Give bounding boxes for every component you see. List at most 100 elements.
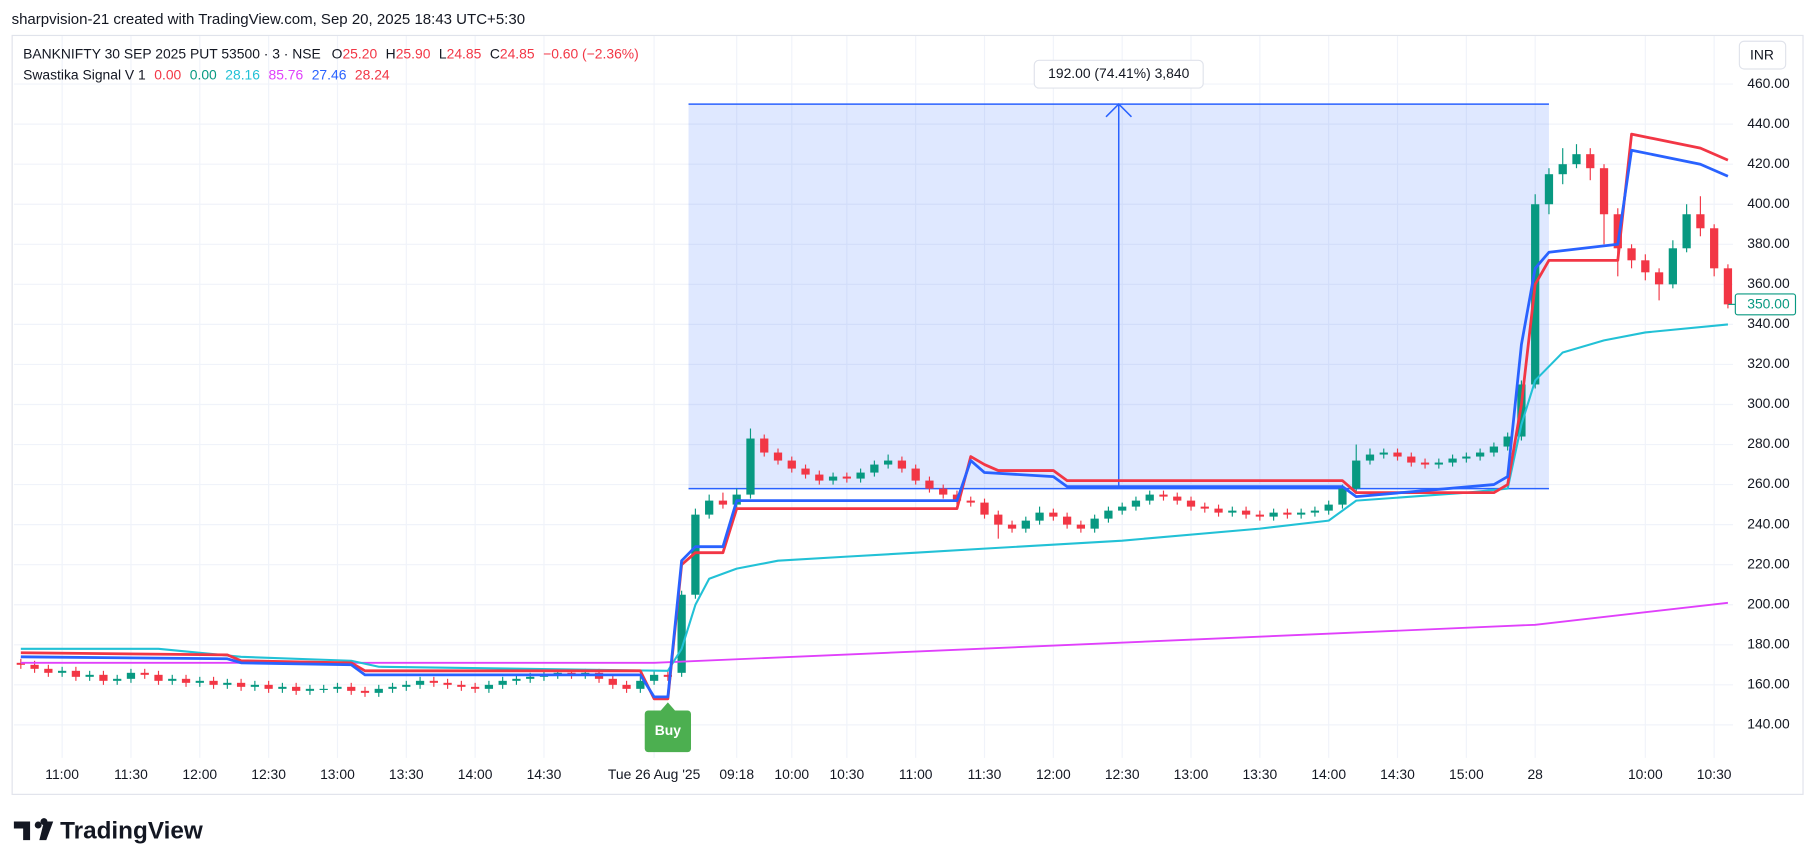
x-tick-label: 13:30 (389, 766, 424, 782)
candle-body (649, 674, 659, 681)
candle-body (154, 674, 163, 681)
candle-body (1434, 462, 1443, 465)
indicator-value: 0.00 (154, 66, 181, 82)
candle-body (608, 678, 617, 685)
candle-body (1544, 174, 1554, 205)
candle-body (636, 680, 645, 689)
candle-body (1118, 506, 1127, 511)
candle-body (1159, 494, 1168, 497)
candle-body (402, 684, 411, 687)
candle-body (347, 686, 356, 691)
candle-body (140, 672, 149, 675)
indicator-value: 85.76 (268, 66, 303, 82)
symbol: BANKNIFTY 30 SEP 2025 PUT 53500 · 3 · NS… (23, 45, 321, 61)
candle-body (828, 476, 838, 481)
indicator-value: 0.00 (190, 66, 217, 82)
measure-label-box (1033, 59, 1204, 89)
indicator-value: 27.46 (312, 66, 347, 82)
x-tick-label: 13:00 (320, 766, 355, 782)
candle-body (1269, 512, 1278, 517)
x-tick-label: 10:00 (774, 766, 809, 782)
candle-body (1214, 508, 1223, 513)
y-tick-label: 440.00 (1747, 115, 1790, 131)
last-price-label: 350.00 (1747, 296, 1790, 312)
x-tick-label: 09:18 (719, 766, 754, 782)
candle-body (994, 514, 1003, 525)
indicator-value: 28.24 (355, 66, 390, 82)
y-tick-label: 360.00 (1747, 275, 1790, 291)
candle-body (429, 680, 438, 683)
candle-body (292, 686, 301, 691)
candle-body (1572, 154, 1581, 165)
x-tick-label: 14:00 (1311, 766, 1346, 782)
indicator-line (20, 148, 1729, 699)
measure-label: 192.00 (74.41%) 3,840 (1048, 65, 1189, 81)
candle-body (374, 688, 383, 693)
ohlc-value: 25.90 (396, 45, 431, 61)
x-tick-label: 15:00 (1449, 766, 1484, 782)
candle-body (1599, 168, 1609, 215)
candle-body (181, 678, 191, 683)
y-tick-label: 340.00 (1747, 315, 1790, 331)
candle-body (278, 686, 287, 689)
candle-body (884, 460, 893, 465)
candle-body (99, 674, 108, 681)
candle-body (333, 686, 342, 689)
x-tick-label: 13:00 (1174, 766, 1209, 782)
candle-body (1283, 512, 1292, 515)
candle-body (911, 468, 920, 481)
candle-body (113, 678, 122, 681)
indicator-value: 28.16 (225, 66, 260, 82)
candle-body (1007, 524, 1017, 529)
x-tick-label: 11:30 (968, 766, 1002, 782)
candle-body (856, 472, 865, 479)
signal-label: Buy (655, 722, 681, 738)
ohlc-label: C (490, 45, 500, 61)
y-tick-label: 140.00 (1747, 716, 1790, 732)
candle-body (415, 680, 425, 685)
currency-button[interactable] (1738, 40, 1787, 70)
candle-body (1723, 268, 1733, 305)
candle-body (223, 682, 232, 685)
currency[interactable]: INR (1750, 46, 1774, 62)
candle-body (1613, 214, 1622, 249)
candle-body (691, 514, 700, 595)
candle-body (718, 500, 728, 505)
candle-body (1131, 500, 1141, 507)
y-tick-label: 200.00 (1747, 595, 1790, 611)
candle-body (1365, 454, 1375, 461)
candle-body (1255, 514, 1264, 517)
x-tick-label: 14:30 (1380, 766, 1415, 782)
candle-body (897, 460, 907, 469)
candle-body (842, 476, 851, 479)
ohlc-value: 24.85 (447, 45, 482, 61)
candle-body (1035, 512, 1044, 521)
candle-body (815, 474, 824, 481)
plot-area: 192.00 (74.41%) 3,840 Buy (13, 36, 1734, 758)
ohlc-label: O (332, 45, 343, 61)
candle-body (1076, 524, 1086, 529)
candle-body (663, 674, 673, 677)
candle-body (44, 668, 53, 673)
candle-body (1696, 214, 1705, 229)
signal-pointer (659, 702, 676, 712)
indicator-line (20, 132, 1729, 701)
y-tick-label: 460.00 (1747, 75, 1790, 91)
candle-body (209, 680, 218, 685)
candle-body (471, 686, 480, 689)
candle-body (1489, 446, 1499, 453)
candle-body (1654, 272, 1664, 285)
candle-body (498, 680, 507, 685)
candle-body (1241, 510, 1251, 515)
x-tick-label: 10:00 (1628, 766, 1663, 782)
candle-body (980, 502, 989, 515)
candle-body (30, 664, 39, 669)
y-tick-label: 400.00 (1747, 195, 1790, 211)
y-tick-label: 280.00 (1747, 435, 1790, 451)
candle-body (705, 500, 714, 515)
indicator-name: Swastika Signal V 1 (23, 66, 146, 82)
x-tick-label: 12:00 (1036, 766, 1071, 782)
x-tick-label: 11:00 (899, 766, 933, 782)
candle-body (484, 684, 494, 689)
